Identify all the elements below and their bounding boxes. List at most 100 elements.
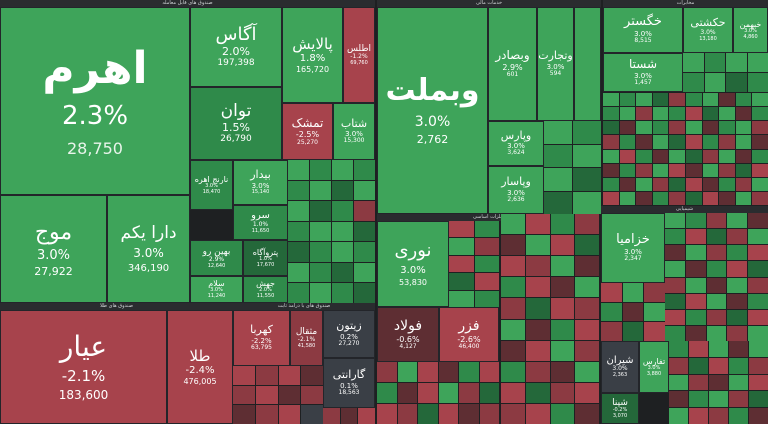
small-tile[interactable]	[719, 107, 735, 121]
small-tile[interactable]	[669, 357, 688, 374]
small-tile[interactable]	[474, 238, 499, 255]
tile-bidar[interactable]: بیدار 3.0% 15,140	[233, 160, 288, 205]
small-tile[interactable]	[354, 201, 375, 221]
small-tile[interactable]	[397, 383, 417, 403]
small-tile[interactable]	[686, 135, 702, 149]
small-tile[interactable]	[686, 107, 702, 121]
small-tile[interactable]	[550, 361, 575, 382]
small-tile[interactable]	[644, 322, 665, 341]
small-tile[interactable]	[619, 149, 636, 163]
tile-sarv[interactable]: سرو 1.0% 11,650	[233, 205, 288, 240]
small-tile[interactable]	[619, 93, 636, 107]
small-tile[interactable]	[418, 404, 438, 424]
small-tile[interactable]	[575, 277, 599, 298]
small-tile[interactable]	[310, 160, 331, 180]
small-tile[interactable]	[706, 261, 727, 277]
small-tile[interactable]	[748, 293, 768, 309]
small-tile[interactable]	[686, 121, 702, 135]
small-tile[interactable]	[525, 298, 550, 319]
small-tile[interactable]	[301, 385, 323, 405]
small-tile[interactable]	[752, 177, 768, 191]
small-tile[interactable]	[729, 374, 748, 391]
tile-vpars[interactable]: وپارس 3.0% 3,624	[488, 121, 544, 166]
small-tile[interactable]	[652, 191, 669, 205]
small-tile[interactable]	[544, 144, 572, 167]
small-tile[interactable]	[501, 298, 525, 319]
small-tile[interactable]	[501, 319, 525, 340]
small-tile[interactable]	[706, 309, 727, 325]
small-tile[interactable]	[525, 277, 550, 298]
small-tile[interactable]	[685, 245, 706, 261]
small-tile[interactable]	[601, 283, 622, 302]
small-tile[interactable]	[735, 93, 752, 107]
small-tile[interactable]	[354, 262, 375, 283]
small-tile[interactable]	[575, 403, 599, 424]
small-tile[interactable]	[686, 191, 702, 205]
small-tile[interactable]	[573, 121, 601, 144]
small-tile[interactable]	[397, 404, 417, 424]
tile-kahroba[interactable]: کهربا -2.2% 63,795	[233, 310, 290, 366]
small-tile[interactable]	[749, 357, 768, 374]
small-tile[interactable]	[735, 163, 752, 177]
small-tile[interactable]	[669, 408, 688, 424]
small-tile[interactable]	[255, 366, 278, 385]
small-tile[interactable]	[636, 135, 652, 149]
small-tile[interactable]	[644, 302, 665, 322]
small-tile[interactable]	[702, 163, 719, 177]
small-tile[interactable]	[288, 283, 309, 303]
small-tile[interactable]	[358, 408, 375, 424]
small-tile[interactable]	[652, 135, 669, 149]
small-tile[interactable]	[685, 309, 706, 325]
small-tile[interactable]	[619, 135, 636, 149]
tile-khazamia[interactable]: خزامیا 3.0% 2,347	[601, 213, 665, 283]
small-tile[interactable]	[278, 405, 301, 424]
small-tile[interactable]	[501, 361, 525, 382]
small-tile[interactable]	[735, 191, 752, 205]
small-tile[interactable]	[449, 290, 474, 307]
small-tile[interactable]	[702, 121, 719, 135]
small-tile[interactable]	[669, 163, 685, 177]
small-tile[interactable]	[550, 277, 575, 298]
small-tile[interactable]	[689, 341, 708, 357]
tile-behinro[interactable]: بهین رو 2.9% 12,640	[190, 240, 243, 276]
small-tile[interactable]	[735, 149, 752, 163]
small-tile[interactable]	[377, 362, 397, 382]
small-tile[interactable]	[669, 93, 685, 107]
small-tile[interactable]	[288, 201, 309, 221]
tile-garanti[interactable]: گارانتی 0.1% 18,563	[323, 358, 375, 408]
small-tile[interactable]	[332, 242, 353, 262]
tile-vbsader[interactable]: وبصادر 2.9% 601	[488, 7, 537, 121]
small-tile[interactable]	[665, 229, 685, 245]
small-tile[interactable]	[702, 135, 719, 149]
small-tile[interactable]	[669, 121, 685, 135]
small-tile[interactable]	[652, 93, 669, 107]
small-tile[interactable]	[669, 191, 685, 205]
small-tile[interactable]	[310, 221, 331, 242]
small-tile[interactable]	[573, 144, 601, 167]
small-tile[interactable]	[622, 322, 644, 341]
small-tile[interactable]	[377, 383, 397, 403]
tile-tala[interactable]: طلا -2.4% 476,005	[167, 310, 233, 424]
tile-tafars[interactable]: تفارس 3.0% 3,880	[639, 341, 669, 393]
small-tile[interactable]	[550, 403, 575, 424]
small-tile[interactable]	[459, 383, 479, 403]
small-tile[interactable]	[709, 391, 728, 408]
small-tile[interactable]	[719, 191, 735, 205]
small-tile[interactable]	[636, 93, 652, 107]
small-tile[interactable]	[752, 191, 768, 205]
small-tile[interactable]	[474, 221, 499, 238]
small-tile[interactable]	[255, 385, 278, 405]
small-tile[interactable]	[709, 408, 728, 424]
small-tile[interactable]	[709, 341, 728, 357]
small-tile[interactable]	[459, 362, 479, 382]
small-tile[interactable]	[550, 340, 575, 361]
small-tile[interactable]	[669, 135, 685, 149]
tile-shetab[interactable]: شتاب 3.0% 15,300	[333, 103, 375, 160]
small-tile[interactable]	[706, 325, 727, 341]
small-tile[interactable]	[501, 256, 525, 277]
small-tile[interactable]	[525, 319, 550, 340]
small-tile[interactable]	[727, 293, 748, 309]
small-tile[interactable]	[354, 221, 375, 242]
small-tile[interactable]	[332, 180, 353, 201]
tile-ahreh[interactable]: نارنج اهره 3.0% 18,470	[190, 160, 233, 210]
